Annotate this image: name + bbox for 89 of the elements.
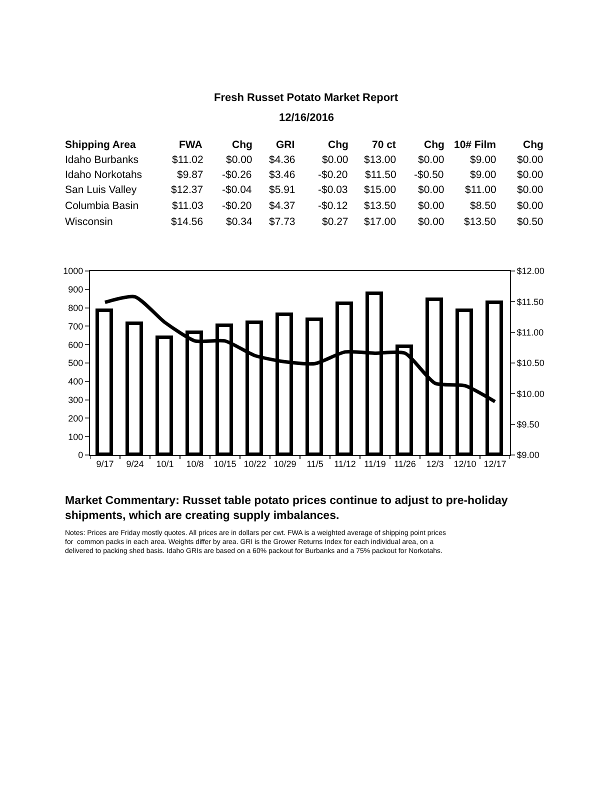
- text: $0.00: [517, 154, 544, 166]
- y2-tick-label: $11.50: [516, 296, 544, 307]
- text: Market Commentary: Russet table potato prices continue to adjust to pre-holiday shipments, which are creating supply imbalances.: [65, 495, 508, 522]
- text: -$0.12: [318, 200, 348, 212]
- text: $9.00: [470, 154, 496, 166]
- text: $0.00: [418, 184, 444, 196]
- text: $9.00: [470, 169, 496, 181]
- x-tick-label: 9/17: [96, 458, 114, 469]
- y-tick-label: 200: [68, 413, 84, 424]
- y2-tick-label: $9.00: [516, 450, 540, 460]
- text: GRI: [276, 139, 295, 151]
- y2-tick-label: $12.00: [516, 266, 544, 276]
- text: $3.46: [269, 169, 296, 181]
- y-tick-label: 700: [68, 321, 84, 332]
- text: $0.00: [517, 184, 544, 196]
- text: Chg: [328, 139, 348, 151]
- text: 70 ct: [372, 139, 396, 151]
- x-tick-label: 11/19: [364, 458, 386, 469]
- text: Columbia Basin: [65, 200, 139, 212]
- x-tick-label: 12/3: [426, 458, 444, 469]
- text: $7.73: [269, 216, 296, 228]
- x-tick-label: 10/8: [186, 458, 204, 469]
- text: $8.50: [470, 200, 496, 212]
- text: FWA: [179, 139, 203, 151]
- text: $17.00: [364, 216, 396, 228]
- text: Chg: [232, 139, 252, 151]
- y-tick-label: 600: [68, 340, 84, 350]
- text: San Luis Valley: [65, 184, 138, 196]
- y2-tick-label: $11.00: [516, 327, 544, 338]
- text: 10# Film: [454, 139, 496, 151]
- text: -$0.20: [318, 169, 348, 181]
- text: -$0.26: [222, 169, 252, 181]
- text: $4.36: [269, 154, 296, 166]
- text: $0.34: [226, 216, 252, 228]
- text: $0.00: [517, 169, 544, 181]
- x-tick-label: 10/29: [274, 458, 296, 469]
- text: $0.00: [517, 200, 544, 212]
- text: $9.87: [177, 169, 204, 181]
- text: $11.03: [172, 200, 204, 212]
- text: -$0.03: [318, 184, 348, 196]
- x-tick-label: 12/10: [454, 458, 476, 469]
- text: Chg: [523, 139, 544, 151]
- x-tick-label: 9/24: [126, 458, 144, 469]
- text: -$0.50: [414, 169, 444, 181]
- x-tick-label: 11/26: [394, 458, 416, 469]
- text: $0.00: [418, 154, 444, 166]
- text: $13.50: [464, 216, 496, 228]
- x-tick-label: 10/1: [156, 458, 174, 469]
- y-tick-label: 300: [68, 394, 84, 405]
- text: $5.91: [269, 184, 296, 196]
- text: $0.27: [322, 216, 348, 228]
- y2-tick-label: $10.00: [516, 388, 544, 399]
- text: $4.37: [269, 200, 296, 212]
- y-tick-label: 100: [68, 432, 84, 442]
- x-tick-label: 11/5: [306, 458, 324, 469]
- text: $11.00: [465, 184, 496, 196]
- chart-title: Fresh Russet Potato Market Report: [214, 92, 398, 104]
- text: $0.00: [226, 154, 252, 166]
- y2-tick-label: $9.50: [516, 419, 540, 430]
- y-tick-label: 800: [68, 302, 84, 313]
- text: Chg: [424, 139, 444, 151]
- text: $15.00: [364, 184, 396, 196]
- text: -$0.04: [222, 184, 252, 196]
- text: $11.50: [365, 169, 396, 181]
- text: Idaho Norkotahs: [65, 169, 142, 181]
- y-tick-label: 1000: [63, 266, 84, 276]
- y2-tick-label: $10.50: [516, 358, 544, 368]
- text: $13.00: [364, 154, 396, 166]
- x-tick-label: 10/15: [214, 458, 236, 469]
- text: $12.37: [171, 184, 204, 196]
- text: $0.00: [322, 154, 348, 166]
- text: Shipping Area: [65, 139, 136, 151]
- text: $14.56: [171, 216, 204, 228]
- text: Idaho Burbanks: [65, 154, 139, 166]
- chart-subtitle: 12/16/2016: [279, 112, 334, 124]
- text: $0.50: [517, 216, 544, 228]
- text: -$0.20: [222, 200, 252, 212]
- text: $11.02: [172, 154, 204, 166]
- y-tick-label: 0: [78, 450, 84, 460]
- text: Wisconsin: [65, 216, 114, 228]
- text: $0.00: [418, 200, 444, 212]
- text: $13.50: [364, 200, 396, 212]
- y-tick-label: 500: [68, 358, 84, 368]
- x-tick-label: 12/17: [484, 458, 506, 469]
- y-tick-label: 400: [68, 376, 84, 387]
- x-tick-label: 11/12: [334, 458, 356, 469]
- x-tick-label: 10/22: [244, 458, 266, 469]
- y-tick-label: 900: [68, 284, 84, 295]
- text: $0.00: [418, 216, 444, 228]
